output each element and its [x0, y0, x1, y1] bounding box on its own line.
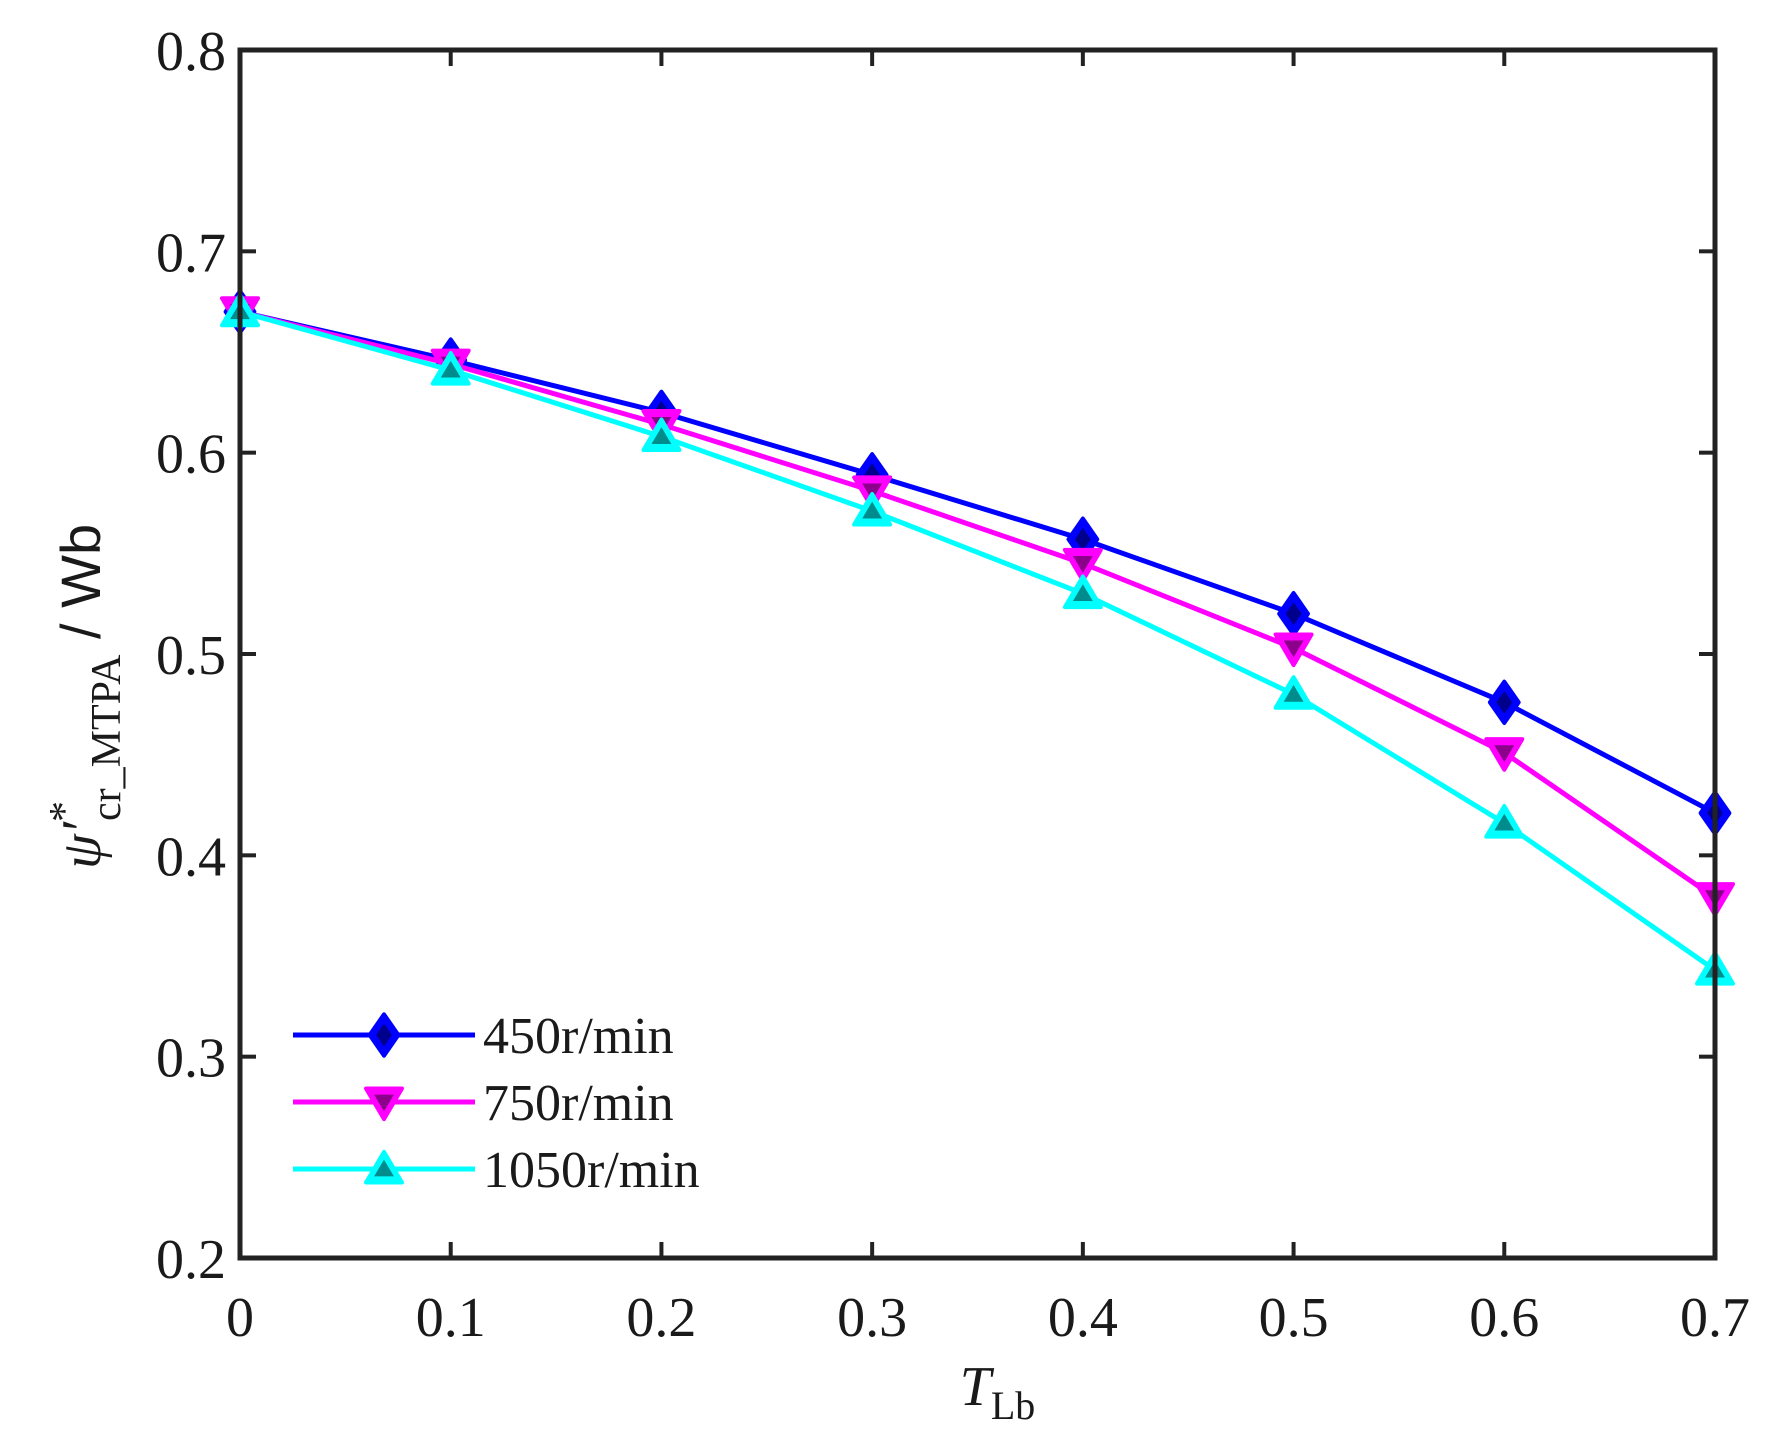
data-point-fill	[1283, 640, 1304, 658]
axis-ticks: 0 0.1 0.2 0.3 0.4 0.5 0.6 0.7 0.2 0.3 0.4 0.5 0.6 0.7…	[156, 21, 1750, 1349]
legend-marker-fill	[376, 1023, 392, 1047]
y-axis-label-sup: *	[42, 801, 88, 822]
data-point-fill	[1496, 690, 1513, 714]
data-point-fill	[1494, 745, 1515, 763]
legend-label: 1050r/min	[483, 1142, 700, 1199]
series-1050r/min	[220, 292, 1735, 986]
data-point-fill	[1285, 602, 1302, 626]
x-tick-label: 0.1	[416, 1287, 486, 1349]
legend-marker-fill	[374, 1159, 394, 1177]
x-tick-label: 0.5	[1259, 1287, 1329, 1349]
data-point-fill	[862, 483, 883, 501]
data-point-fill	[1072, 584, 1093, 602]
series-line	[239, 309, 1717, 900]
x-axis-label-sub: Lb	[991, 1383, 1035, 1428]
y-axis-label-unit: / Wb	[49, 524, 112, 655]
x-tick-label: 0.3	[837, 1287, 907, 1349]
legend: 450r/min 750r/min 1050r/min	[293, 1008, 700, 1199]
data-point-fill	[1074, 527, 1091, 551]
series-line	[239, 309, 1717, 973]
legend-label: 750r/min	[483, 1075, 674, 1132]
data-point-fill	[862, 501, 883, 519]
legend-label: 450r/min	[483, 1008, 674, 1065]
data-point-fill	[1072, 555, 1093, 573]
x-tick-label: 0.6	[1469, 1287, 1539, 1349]
y-tick-label: 0.7	[156, 222, 226, 284]
data-point-fill	[651, 427, 672, 444]
y-tick-label: 0.8	[156, 21, 226, 83]
y-tick-label: 0.6	[156, 424, 226, 486]
legend-entry: 450r/min	[293, 1008, 674, 1065]
y-axis-label-main: ψ′	[51, 821, 113, 869]
x-tick-label: 0	[226, 1287, 254, 1349]
y-tick-label: 0.2	[156, 1229, 226, 1291]
y-tick-label: 0.3	[156, 1028, 226, 1090]
y-tick-label: 0.5	[156, 625, 226, 687]
data-point-fill	[1283, 684, 1304, 702]
y-axis-label-sub: cr_MTPA	[84, 654, 130, 821]
plot-marks	[220, 289, 1735, 986]
x-tick-label: 0.7	[1680, 1287, 1750, 1349]
legend-marker-fill	[374, 1094, 394, 1112]
x-tick-label: 0.2	[626, 1287, 696, 1349]
plot-frame	[237, 47, 1718, 1261]
x-axis-label-main: T	[960, 1356, 995, 1418]
x-axis-label: TLb	[960, 1356, 1036, 1428]
y-axis-label: ψ′*cr_MTPA / Wb	[42, 524, 130, 869]
legend-entry: 1050r/min	[293, 1142, 700, 1199]
data-point-fill	[440, 360, 461, 378]
x-tick-label: 0.4	[1048, 1287, 1118, 1349]
legend-entry: 750r/min	[293, 1075, 674, 1132]
series-line	[239, 309, 1717, 816]
data-point-fill	[1494, 813, 1515, 831]
y-tick-label: 0.4	[156, 826, 226, 888]
